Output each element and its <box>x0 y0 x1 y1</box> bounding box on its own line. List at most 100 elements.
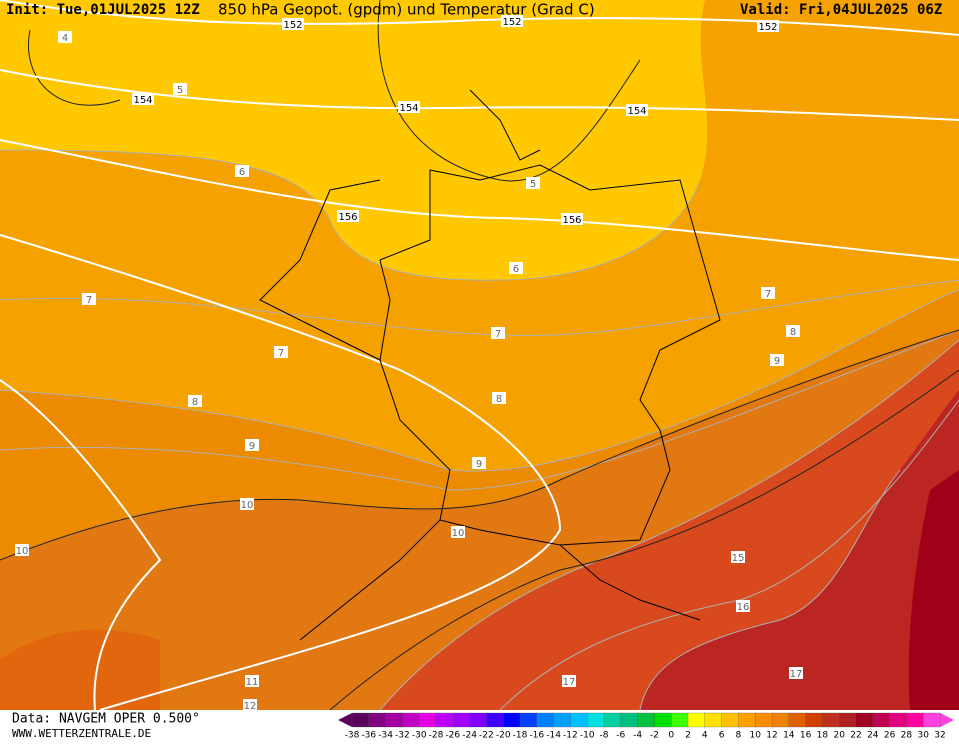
label-background <box>240 498 254 510</box>
scale-label: -4 <box>633 731 642 741</box>
scale-box <box>771 712 790 728</box>
scale-label: 22 <box>850 731 861 741</box>
temperature-label: 17 <box>789 667 803 680</box>
temperature-label: 7 <box>82 293 96 306</box>
geopotential-label: 152 <box>757 20 779 33</box>
label-background <box>761 287 775 299</box>
geopotential-label: 152 <box>501 15 523 28</box>
scale-label: 26 <box>884 731 896 741</box>
scale-label: -28 <box>429 731 444 741</box>
scale-box <box>822 712 840 728</box>
label-background <box>451 526 465 538</box>
label-background <box>561 213 583 225</box>
scale-box <box>671 712 689 728</box>
scale-box <box>419 712 437 728</box>
scale-box <box>923 712 941 728</box>
scale-box <box>855 712 874 728</box>
label-background <box>492 392 506 404</box>
label-background <box>736 600 750 612</box>
label-text: 7 <box>278 348 284 359</box>
temperature-label: 15 <box>731 551 745 564</box>
label-text: 154 <box>399 103 418 114</box>
scale-label: -36 <box>361 731 376 741</box>
temperature-label: 5 <box>526 177 540 190</box>
scale-label: 28 <box>901 731 913 741</box>
scale-arrow-right <box>940 713 954 727</box>
label-background <box>770 354 784 366</box>
label-text: 7 <box>495 329 501 340</box>
temperature-label: 6 <box>235 165 249 178</box>
label-text: 8 <box>496 394 502 405</box>
scale-box <box>435 712 454 728</box>
label-text: 6 <box>513 264 519 275</box>
scale-label: 18 <box>817 731 829 741</box>
geopotential-label: 154 <box>398 101 420 114</box>
label-background <box>398 101 420 113</box>
label-text: 152 <box>283 20 302 31</box>
scale-label: -20 <box>496 731 511 741</box>
geopotential-label: 156 <box>561 213 583 226</box>
label-text: 11 <box>246 677 259 688</box>
scale-box <box>603 712 622 728</box>
temperature-label: 7 <box>491 327 505 340</box>
label-background <box>243 699 257 711</box>
label-text: 152 <box>502 17 521 28</box>
init-time: Init: Tue,01JUL2025 12Z <box>6 2 200 18</box>
temperature-label: 11 <box>245 675 259 688</box>
label-background <box>235 165 249 177</box>
scale-box <box>570 712 588 728</box>
temperature-label: 10 <box>451 526 465 539</box>
label-text: 8 <box>790 327 796 338</box>
label-background <box>562 675 576 687</box>
temperature-label: 8 <box>188 395 202 408</box>
scale-box <box>620 712 639 728</box>
scale-box <box>553 712 572 728</box>
label-background <box>789 667 803 679</box>
label-background <box>274 346 288 358</box>
label-text: 154 <box>627 106 646 117</box>
scale-label: -24 <box>462 731 477 741</box>
label-background <box>245 675 259 687</box>
scale-box <box>654 712 672 728</box>
scale-box <box>889 712 908 728</box>
scale-box <box>402 712 420 728</box>
scale-label: 16 <box>800 731 812 741</box>
scale-label: -32 <box>395 731 410 741</box>
scale-label: 0 <box>668 731 674 741</box>
scale-label: -30 <box>412 731 427 741</box>
scale-label: -2 <box>650 731 659 741</box>
temperature-label: 10 <box>240 498 254 511</box>
scale-box <box>536 712 555 728</box>
label-background <box>491 327 505 339</box>
scale-label: -6 <box>616 731 625 741</box>
temperature-label: 12 <box>243 699 257 712</box>
label-background <box>472 457 486 469</box>
map-background <box>0 0 959 710</box>
temperature-label: 8 <box>492 392 506 405</box>
scale-label: -18 <box>513 731 528 741</box>
label-background <box>731 551 745 563</box>
temperature-label: 17 <box>562 675 576 688</box>
temperature-label: 6 <box>509 262 523 275</box>
label-text: 7 <box>765 289 771 300</box>
scale-box <box>469 712 488 728</box>
scale-box <box>519 712 538 728</box>
label-background <box>509 262 523 274</box>
scale-arrow-left <box>338 713 352 727</box>
label-text: 6 <box>239 167 245 178</box>
label-text: 10 <box>241 500 254 511</box>
scale-box <box>906 712 924 728</box>
scale-label: 8 <box>736 731 742 741</box>
scale-box <box>368 712 387 728</box>
label-text: 15 <box>732 553 745 564</box>
scale-label: 6 <box>719 731 725 741</box>
scale-label: -10 <box>580 731 595 741</box>
scale-label: -38 <box>345 731 360 741</box>
scale-box <box>738 712 756 728</box>
geopotential-label: 154 <box>626 104 648 117</box>
scale-box <box>351 712 370 728</box>
scale-label: 2 <box>685 731 691 741</box>
label-text: 156 <box>562 215 581 226</box>
label-text: 10 <box>16 546 29 557</box>
